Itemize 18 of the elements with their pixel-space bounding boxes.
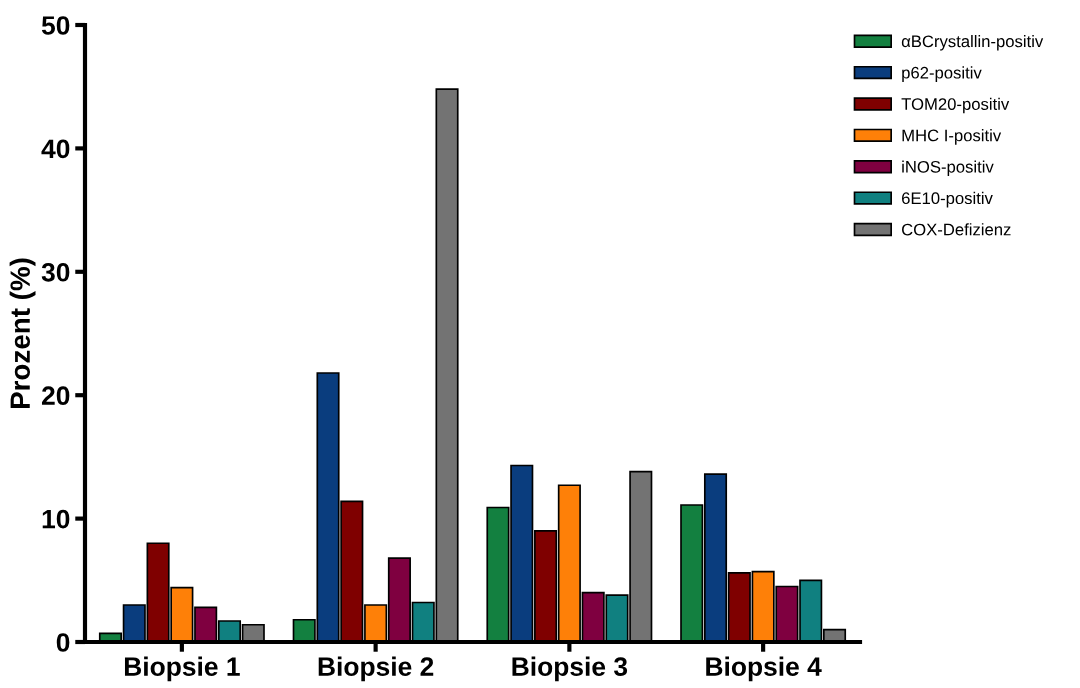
legend-label: MHC I-positiv bbox=[902, 129, 1002, 145]
x-tick-label: Biopsie 3 bbox=[512, 656, 628, 682]
x-tick-label: Biopsie 4 bbox=[706, 656, 822, 682]
y-tick-label: 20 bbox=[41, 386, 70, 406]
y-tick-label: 40 bbox=[41, 139, 70, 159]
x-tick-label: Biopsie 1 bbox=[124, 656, 240, 682]
y-tick-label: 10 bbox=[42, 509, 70, 529]
y-tick-label: 50 bbox=[41, 16, 70, 35]
y-axis-title: Prozent (%) bbox=[9, 258, 36, 409]
legend-label: COX-Defizienz bbox=[902, 223, 1011, 236]
legend-label: iNOS-positiv bbox=[902, 160, 994, 177]
y-tick-label: 30 bbox=[41, 262, 70, 282]
legend-label: p62-positiv bbox=[902, 66, 982, 82]
x-tick-label: Biopsie 2 bbox=[318, 656, 434, 682]
y-tick-label: 0 bbox=[56, 633, 70, 652]
legend-label: 6E10-positiv bbox=[902, 191, 993, 208]
legend-label: TOM20-positiv bbox=[901, 97, 1010, 114]
legend-label: αBCrystallin-positiv bbox=[901, 35, 1044, 51]
